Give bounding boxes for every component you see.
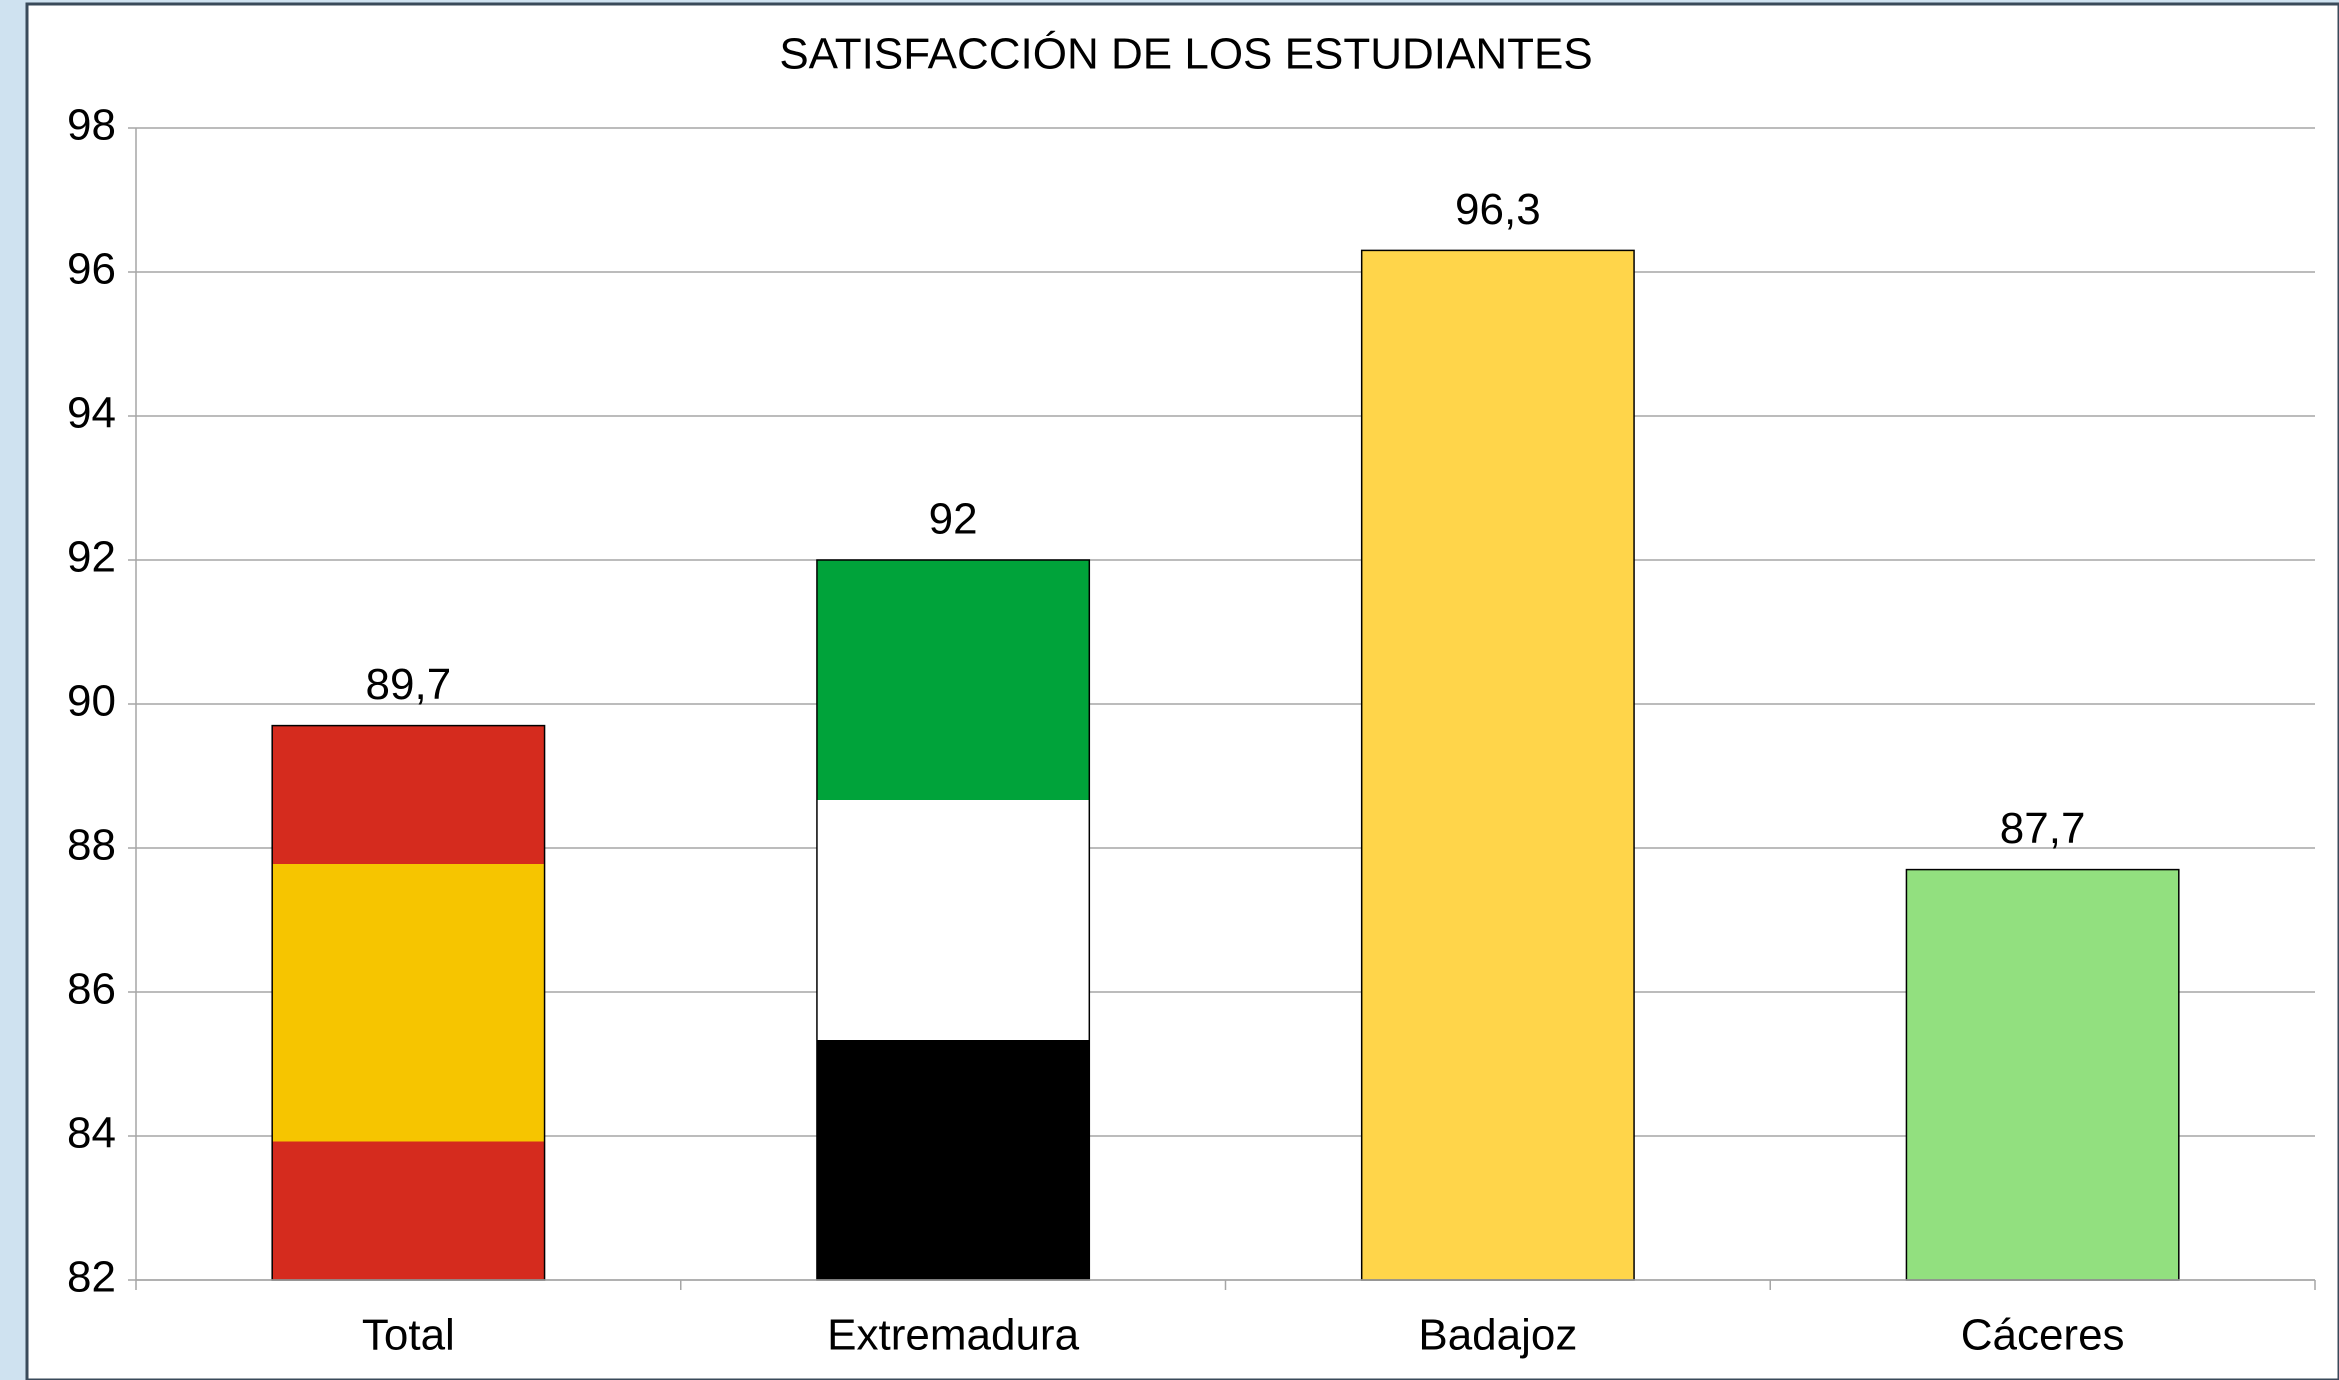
bar — [271, 724, 546, 1281]
y-tick-label: 84 — [67, 1109, 116, 1158]
y-tick-label: 86 — [67, 965, 116, 1014]
value-label: 92 — [929, 495, 978, 544]
bar — [1905, 868, 2180, 1281]
value-label: 96,3 — [1455, 185, 1541, 234]
bar — [816, 559, 1091, 1281]
y-tick-label: 90 — [67, 677, 116, 726]
y-tick-label: 82 — [67, 1253, 116, 1302]
x-tick-label: Cáceres — [1961, 1311, 2125, 1360]
y-tick-label: 98 — [67, 101, 116, 150]
y-tick-label: 88 — [67, 821, 116, 870]
chart-title: SATISFACCIÓN DE LOS ESTUDIANTES — [779, 30, 1592, 79]
value-label: 89,7 — [366, 660, 452, 709]
bar — [1360, 249, 1635, 1281]
x-tick-label: Total — [362, 1311, 455, 1360]
x-tick-label: Extremadura — [827, 1311, 1079, 1360]
x-tick-label: Badajoz — [1418, 1311, 1577, 1360]
value-label: 87,7 — [2000, 804, 2086, 853]
y-tick-label: 92 — [67, 533, 116, 582]
y-tick-label: 96 — [67, 245, 116, 294]
y-tick-label: 94 — [67, 389, 116, 438]
